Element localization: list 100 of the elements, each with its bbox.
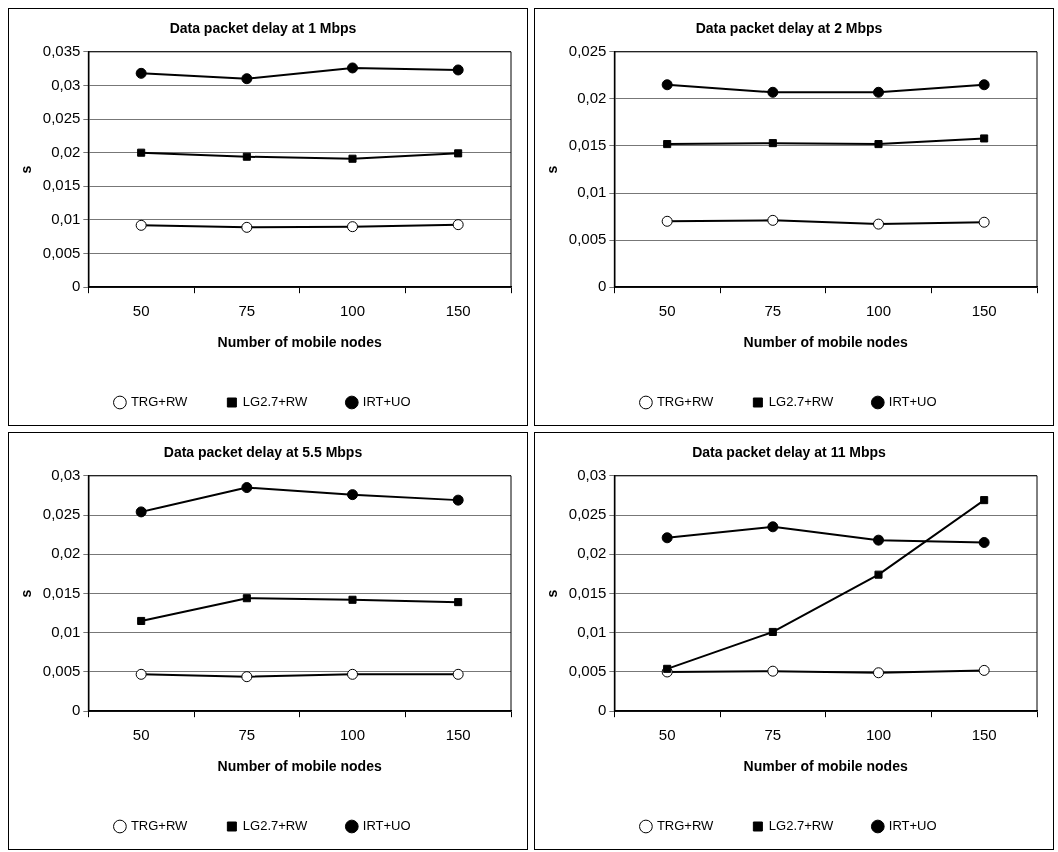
y-tick-label: 0,03 <box>577 465 607 483</box>
y-axis-title: s <box>18 165 35 174</box>
x-tick-label: 150 <box>445 302 471 320</box>
x-tick-label: 150 <box>971 726 997 744</box>
x-tick-label: 50 <box>132 302 150 320</box>
point <box>242 594 251 603</box>
point <box>347 489 358 501</box>
point <box>978 537 990 548</box>
y-tick-label: 0 <box>71 277 81 295</box>
x-tick-label: 100 <box>865 302 892 320</box>
point <box>135 506 147 518</box>
point <box>241 221 253 233</box>
x-tick-label: 50 <box>132 726 150 744</box>
point <box>873 218 884 230</box>
point <box>767 86 779 98</box>
y-tick-label: 0,005 <box>42 662 81 680</box>
y-tick-label: 0,015 <box>42 176 81 194</box>
point <box>348 154 357 163</box>
point <box>135 668 147 680</box>
legend-label: LG2.7+RW <box>242 818 309 834</box>
y-tick-label: 0,025 <box>42 505 81 523</box>
y-tick-label: 0,005 <box>568 230 607 248</box>
point <box>767 214 779 226</box>
x-tick-label: 75 <box>238 726 256 744</box>
point <box>767 521 779 533</box>
y-tick-label: 0,02 <box>577 89 607 107</box>
x-tick-label: 100 <box>865 726 892 744</box>
legend-label: TRG+RW <box>130 394 189 410</box>
point <box>135 67 147 79</box>
legend-label: TRG+RW <box>656 818 715 834</box>
point <box>347 62 358 74</box>
x-tick-label: 75 <box>764 726 782 744</box>
legend-label: IRT+UO <box>888 818 937 834</box>
point <box>452 64 464 76</box>
point <box>347 221 358 233</box>
legend-label: TRG+RW <box>656 394 715 410</box>
point <box>241 482 253 494</box>
point <box>452 668 464 680</box>
point <box>454 149 463 158</box>
point <box>980 134 989 143</box>
x-tick-label: 50 <box>658 726 676 744</box>
y-tick-label: 0,015 <box>568 583 607 601</box>
point <box>242 152 251 161</box>
y-axis-title: s <box>544 589 561 598</box>
point <box>873 667 884 679</box>
x-tick-label: 150 <box>971 302 997 320</box>
y-tick-label: 0 <box>71 701 81 719</box>
point <box>348 595 357 604</box>
point <box>661 79 673 91</box>
x-axis-title: Number of mobile nodes <box>743 334 908 351</box>
y-tick-label: 0,025 <box>568 505 607 523</box>
point <box>874 570 883 579</box>
legend-label: LG2.7+RW <box>768 394 835 410</box>
x-axis-title: Number of mobile nodes <box>743 758 908 775</box>
point <box>873 86 884 98</box>
point <box>661 215 673 227</box>
point <box>663 664 672 673</box>
y-tick-label: 0 <box>597 701 607 719</box>
point <box>241 73 253 85</box>
x-tick-label: 100 <box>339 302 366 320</box>
point <box>663 140 672 149</box>
legend-label: LG2.7+RW <box>242 394 309 410</box>
point <box>978 216 990 228</box>
x-tick-label: 75 <box>764 302 782 320</box>
x-axis-title: Number of mobile nodes <box>217 334 382 351</box>
legend-label: IRT+UO <box>362 818 411 834</box>
x-tick-label: 75 <box>238 302 256 320</box>
y-tick-label: 0,01 <box>51 210 81 228</box>
point <box>978 79 990 91</box>
y-tick-label: 0,01 <box>51 622 81 640</box>
chart-title: Data packet delay at 1 Mbps <box>169 20 357 37</box>
point <box>347 668 358 680</box>
point <box>768 139 777 148</box>
y-tick-label: 0,02 <box>51 544 81 562</box>
point <box>768 627 777 636</box>
y-tick-label: 0,02 <box>51 142 81 160</box>
point <box>454 598 463 607</box>
point <box>767 665 779 677</box>
point <box>135 219 147 231</box>
y-tick-label: 0,015 <box>42 583 81 601</box>
y-tick-label: 0,035 <box>42 41 81 59</box>
point <box>873 534 884 546</box>
y-tick-label: 0,03 <box>51 75 81 93</box>
x-tick-label: 150 <box>445 726 471 744</box>
chart-title: Data packet delay at 11 Mbps <box>692 444 887 461</box>
x-tick-label: 100 <box>339 726 366 744</box>
x-axis-title: Number of mobile nodes <box>217 758 382 775</box>
point <box>980 496 989 505</box>
y-axis-title: s <box>18 589 35 598</box>
chart-title: Data packet delay at 2 Mbps <box>695 20 883 37</box>
point <box>874 140 883 149</box>
y-tick-label: 0,01 <box>577 183 607 201</box>
legend-label: LG2.7+RW <box>768 818 835 834</box>
y-tick-label: 0,015 <box>568 136 607 154</box>
y-tick-label: 0,03 <box>51 465 81 483</box>
point <box>978 664 990 676</box>
legend-label: IRT+UO <box>888 394 937 410</box>
y-tick-label: 0 <box>597 277 607 295</box>
y-tick-label: 0,005 <box>42 243 81 261</box>
legend-label: IRT+UO <box>362 394 411 410</box>
